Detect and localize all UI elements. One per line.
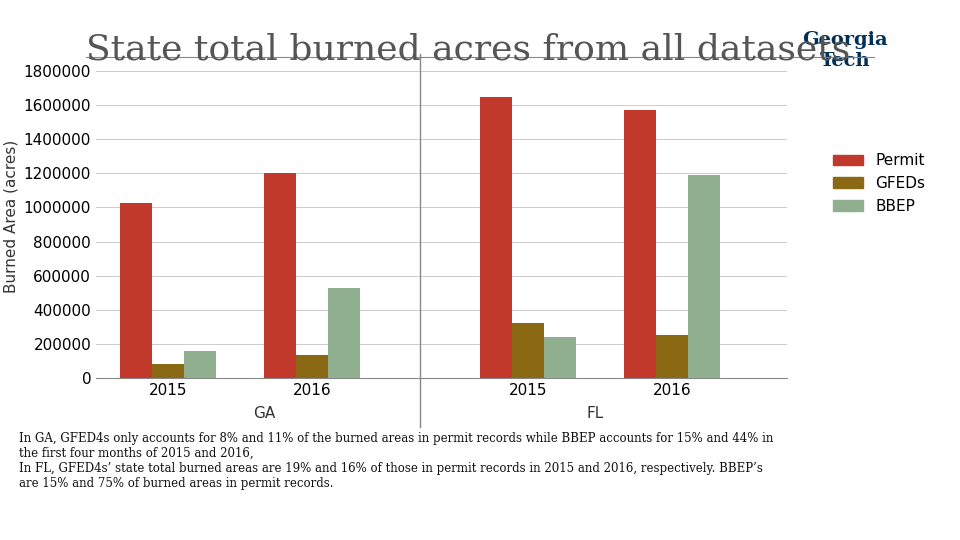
Text: Georgia
Tech: Georgia Tech xyxy=(802,31,888,70)
Bar xyxy=(265,173,296,378)
Bar xyxy=(327,288,359,378)
Text: In GA, GFED4s only accounts for 8% and 11% of the burned areas in permit records: In GA, GFED4s only accounts for 8% and 1… xyxy=(19,432,774,490)
Bar xyxy=(152,364,184,378)
Bar xyxy=(184,350,215,378)
Text: FL: FL xyxy=(587,407,604,422)
Text: State total burned acres from all datasets: State total burned acres from all datase… xyxy=(86,32,851,66)
Bar xyxy=(687,175,720,378)
Bar xyxy=(513,323,543,378)
Y-axis label: Burned Area (acres): Burned Area (acres) xyxy=(3,139,18,293)
Legend: Permit, GFEDs, BBEP: Permit, GFEDs, BBEP xyxy=(827,147,931,220)
Text: GA: GA xyxy=(252,407,276,422)
Bar xyxy=(543,337,576,378)
Bar xyxy=(481,97,513,378)
Bar xyxy=(624,110,657,378)
Bar xyxy=(657,334,687,378)
Bar xyxy=(121,203,152,378)
Bar xyxy=(296,355,327,378)
